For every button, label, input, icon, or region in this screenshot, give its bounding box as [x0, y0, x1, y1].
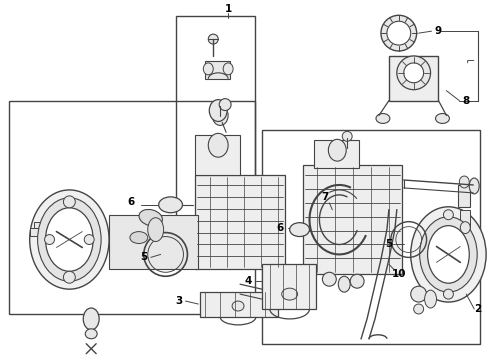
- Ellipse shape: [419, 217, 477, 292]
- Bar: [302, 165, 402, 274]
- Text: 6: 6: [276, 222, 283, 233]
- Ellipse shape: [232, 301, 244, 311]
- Bar: [196, 135, 240, 175]
- Ellipse shape: [30, 190, 109, 289]
- Bar: [262, 130, 480, 344]
- Text: 7: 7: [322, 192, 329, 202]
- Bar: [262, 264, 317, 309]
- Text: ⌐: ⌐: [466, 58, 476, 68]
- Text: 6: 6: [127, 197, 135, 207]
- Ellipse shape: [219, 99, 231, 111]
- Text: 4: 4: [245, 276, 252, 286]
- Bar: [34, 222, 40, 228]
- Bar: [30, 228, 45, 235]
- Bar: [458, 185, 470, 207]
- Ellipse shape: [38, 198, 101, 281]
- Bar: [460, 210, 470, 228]
- Ellipse shape: [208, 34, 218, 44]
- Circle shape: [387, 21, 411, 45]
- Ellipse shape: [443, 289, 453, 299]
- Ellipse shape: [282, 288, 297, 300]
- Text: 8: 8: [463, 96, 470, 105]
- Ellipse shape: [328, 139, 346, 161]
- Ellipse shape: [411, 286, 427, 302]
- Ellipse shape: [411, 207, 486, 302]
- Ellipse shape: [208, 133, 228, 157]
- Ellipse shape: [443, 210, 453, 220]
- Bar: [205, 61, 230, 79]
- Circle shape: [404, 63, 424, 83]
- Bar: [109, 215, 198, 269]
- Ellipse shape: [159, 197, 182, 213]
- Ellipse shape: [428, 226, 469, 283]
- Text: 5: 5: [140, 252, 147, 262]
- Ellipse shape: [148, 218, 164, 242]
- Ellipse shape: [63, 196, 75, 208]
- Ellipse shape: [322, 272, 336, 286]
- Bar: [389, 56, 439, 100]
- Bar: [9, 100, 255, 314]
- Circle shape: [381, 15, 416, 51]
- Text: 3: 3: [175, 296, 182, 306]
- Ellipse shape: [376, 113, 390, 123]
- Bar: [200, 292, 278, 317]
- Ellipse shape: [436, 113, 449, 123]
- Bar: [175, 16, 255, 260]
- Bar: [215, 100, 225, 109]
- Ellipse shape: [223, 63, 233, 75]
- Ellipse shape: [459, 176, 469, 188]
- Ellipse shape: [342, 131, 352, 141]
- Ellipse shape: [425, 290, 437, 308]
- Ellipse shape: [460, 222, 470, 234]
- Ellipse shape: [209, 100, 227, 121]
- Text: 10: 10: [392, 269, 406, 279]
- Ellipse shape: [46, 208, 93, 271]
- Ellipse shape: [83, 308, 99, 330]
- Ellipse shape: [350, 274, 364, 288]
- Ellipse shape: [139, 210, 162, 226]
- Ellipse shape: [130, 231, 148, 243]
- Ellipse shape: [203, 63, 213, 75]
- Bar: [315, 140, 359, 168]
- Ellipse shape: [469, 178, 479, 194]
- Ellipse shape: [84, 235, 94, 244]
- Bar: [196, 175, 285, 269]
- Text: 5: 5: [385, 239, 392, 249]
- Text: 2: 2: [474, 304, 482, 314]
- Ellipse shape: [45, 235, 54, 244]
- Text: 1: 1: [224, 4, 232, 14]
- Ellipse shape: [338, 276, 350, 292]
- Text: 9: 9: [435, 26, 442, 36]
- Circle shape: [397, 56, 431, 90]
- Ellipse shape: [63, 271, 75, 283]
- Ellipse shape: [85, 329, 97, 339]
- Ellipse shape: [414, 304, 424, 314]
- Ellipse shape: [212, 105, 228, 125]
- Ellipse shape: [290, 223, 310, 237]
